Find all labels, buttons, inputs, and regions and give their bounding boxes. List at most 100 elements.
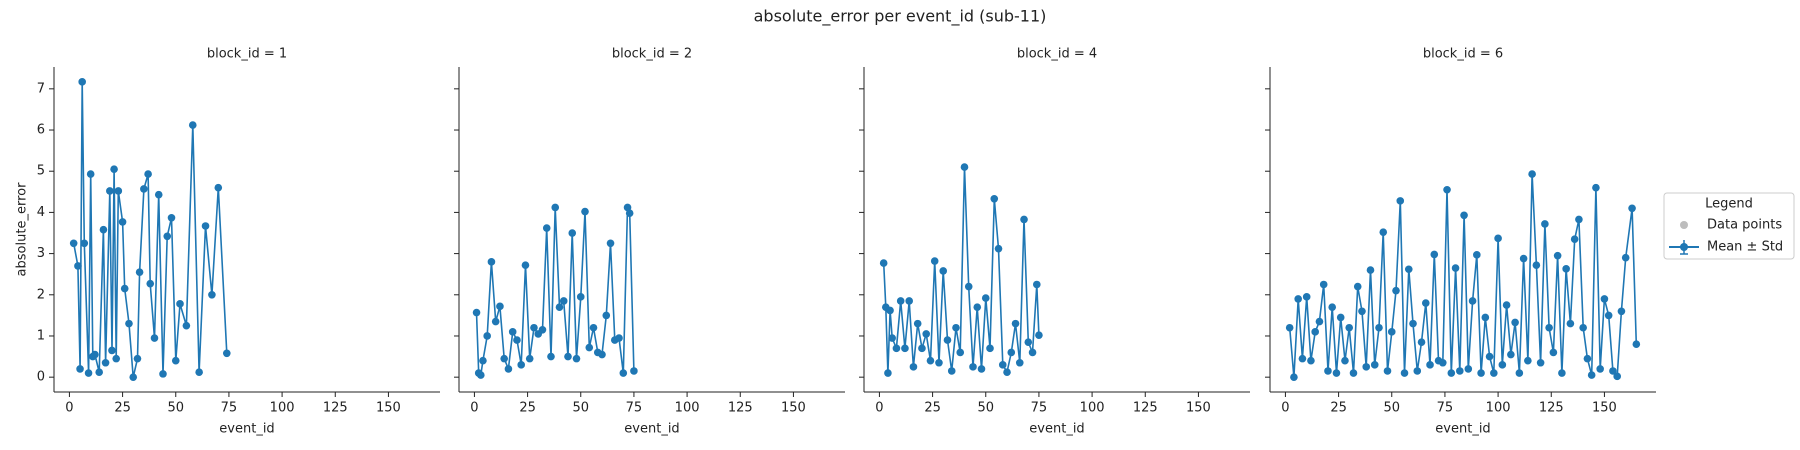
y-tick-label: 5 (37, 164, 45, 179)
data-point (947, 367, 956, 375)
mean-line (882, 167, 1040, 375)
data-point (1387, 328, 1396, 336)
data-point (585, 343, 594, 352)
legend: Legend (1663, 192, 1795, 260)
data-point (564, 352, 572, 361)
data-point (74, 262, 82, 270)
data-point (513, 336, 521, 344)
mean-line (72, 81, 228, 378)
x-tick-label: 125 (1133, 401, 1158, 416)
x-tick-label: 0 (1281, 401, 1289, 416)
data-point (496, 302, 504, 311)
data-point (1549, 348, 1558, 357)
y-tick-label: 7 (37, 81, 45, 96)
data-point (986, 344, 994, 353)
x-tick-label: 50 (977, 401, 994, 416)
data-point (547, 352, 555, 361)
data-point (886, 306, 894, 315)
data-point (1341, 356, 1349, 365)
data-point (1324, 367, 1332, 375)
data-point (163, 232, 172, 241)
data-point (521, 261, 530, 269)
data-point (125, 319, 133, 328)
data-point (581, 207, 589, 216)
data-point (167, 213, 176, 222)
legend-title: Legend (1705, 197, 1753, 212)
data-point (208, 290, 216, 299)
data-point (500, 354, 508, 363)
y-tick-label: 4 (37, 205, 45, 220)
data-point (110, 165, 118, 173)
data-point (998, 361, 1007, 369)
data-point (1498, 361, 1507, 369)
data-point (538, 326, 547, 334)
data-point (1511, 318, 1519, 327)
data-point (1430, 250, 1439, 259)
data-point (1020, 215, 1028, 224)
data-point (555, 303, 564, 311)
data-point (1336, 313, 1345, 322)
data-point (144, 170, 152, 178)
data-point (1609, 367, 1617, 375)
data-point (964, 282, 973, 291)
data-point (1632, 340, 1641, 349)
y-axis-label: absolute_error (15, 182, 30, 277)
panel-title: block_id = 4 (1017, 47, 1097, 62)
data-point (106, 187, 114, 195)
data-point (188, 121, 197, 129)
data-point (1628, 204, 1636, 213)
data-point (84, 369, 93, 377)
data-point (994, 244, 1003, 253)
data-point (135, 268, 144, 276)
data-point (1507, 350, 1515, 359)
x-tick-label: 0 (470, 401, 478, 416)
x-tick-label: 150 (781, 401, 806, 416)
legend-box (1663, 192, 1795, 260)
data-point (76, 365, 84, 373)
data-point (1345, 323, 1354, 332)
x-tick-label: 75 (221, 401, 238, 416)
x-tick-label: 50 (167, 401, 184, 416)
data-point (888, 334, 896, 342)
data-point (1481, 313, 1490, 322)
data-point (1477, 369, 1485, 377)
data-point (1426, 361, 1434, 369)
data-point (981, 294, 990, 302)
x-tick-label: 75 (626, 401, 643, 416)
mean-line (1288, 174, 1638, 379)
data-point (1358, 307, 1366, 316)
x-axis-label: event_id (219, 422, 274, 437)
x-tick-label: 100 (1486, 401, 1511, 416)
x-tick-label: 25 (519, 401, 536, 416)
data-point (222, 349, 231, 358)
data-point (1319, 280, 1328, 289)
data-point (159, 370, 167, 378)
data-point (1362, 363, 1371, 371)
data-point (1592, 183, 1600, 192)
data-point (1028, 348, 1037, 357)
y-tick-label: 1 (37, 328, 45, 343)
data-point (120, 284, 129, 293)
data-point (1290, 373, 1298, 381)
data-point (140, 185, 148, 193)
data-point (112, 354, 121, 363)
data-point (960, 163, 969, 171)
data-point (879, 259, 888, 267)
data-point (1460, 211, 1468, 220)
data-point (1515, 369, 1524, 377)
data-point (1617, 307, 1626, 316)
x-tick-label: 100 (270, 401, 295, 416)
x-tick-label: 0 (875, 401, 883, 416)
data-point (909, 363, 918, 371)
x-tick-label: 75 (1031, 401, 1048, 416)
data-point (171, 356, 180, 365)
data-point (1541, 220, 1549, 228)
data-point (623, 203, 632, 212)
x-tick-label: 0 (65, 401, 73, 416)
y-tick-label: 0 (37, 370, 45, 385)
data-point (129, 373, 138, 381)
data-point (150, 334, 159, 342)
x-tick-label: 25 (924, 401, 941, 416)
data-point (1451, 264, 1460, 272)
figure-title: absolute_error per event_id (sub-11) (754, 7, 1047, 27)
